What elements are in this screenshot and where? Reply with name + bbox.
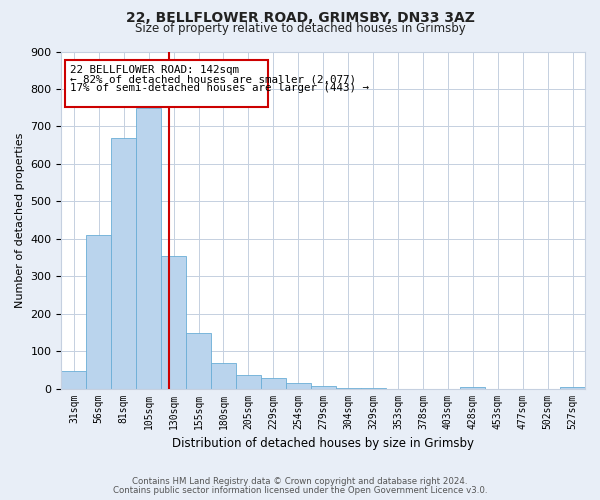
Text: 22, BELLFLOWER ROAD, GRIMSBY, DN33 3AZ: 22, BELLFLOWER ROAD, GRIMSBY, DN33 3AZ [125,11,475,25]
Bar [236,375,261,388]
Bar [186,333,211,388]
Text: Contains public sector information licensed under the Open Government Licence v3: Contains public sector information licen… [113,486,487,495]
X-axis label: Distribution of detached houses by size in Grimsby: Distribution of detached houses by size … [172,437,474,450]
Bar [261,378,286,388]
Bar [560,387,585,388]
Bar [111,138,136,388]
Text: 22 BELLFLOWER ROAD: 142sqm: 22 BELLFLOWER ROAD: 142sqm [70,64,239,74]
Bar [211,363,236,388]
Bar [286,384,311,388]
Y-axis label: Number of detached properties: Number of detached properties [15,132,25,308]
Bar [311,386,335,388]
FancyBboxPatch shape [65,60,268,107]
Text: ← 82% of detached houses are smaller (2,077): ← 82% of detached houses are smaller (2,… [70,74,356,85]
Bar [161,256,186,388]
Bar [136,108,161,388]
Bar [86,235,111,388]
Bar [61,370,86,388]
Bar [460,387,485,388]
Text: Contains HM Land Registry data © Crown copyright and database right 2024.: Contains HM Land Registry data © Crown c… [132,477,468,486]
Text: 17% of semi-detached houses are larger (443) →: 17% of semi-detached houses are larger (… [70,84,368,94]
Text: Size of property relative to detached houses in Grimsby: Size of property relative to detached ho… [134,22,466,35]
